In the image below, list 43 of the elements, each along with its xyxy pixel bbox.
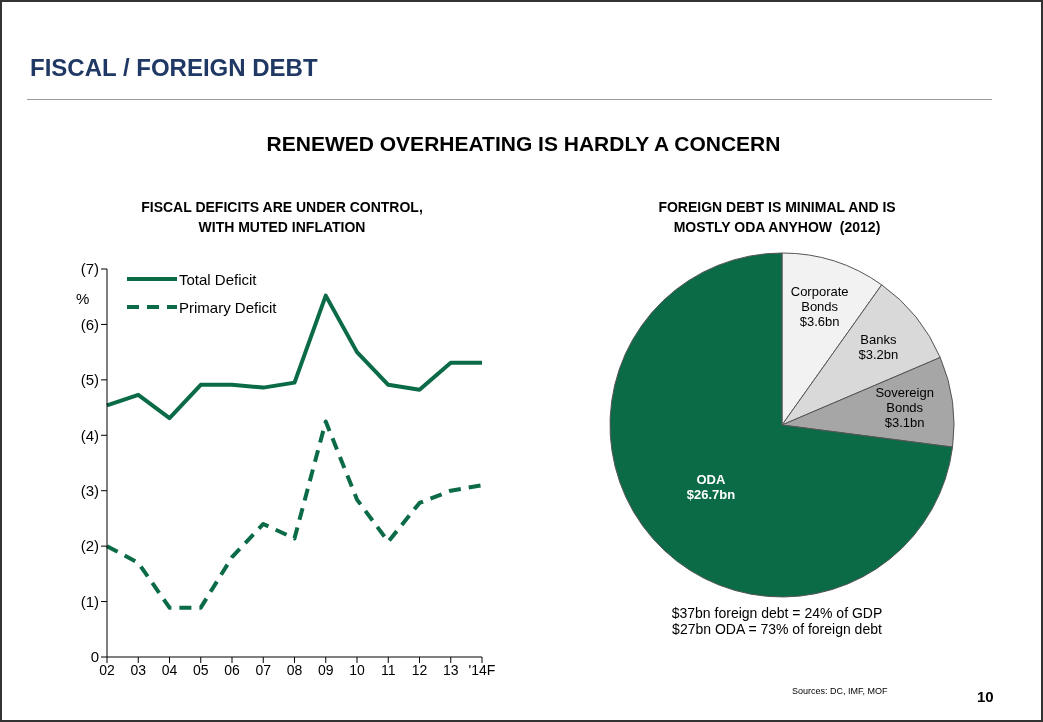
legend-label: Total Deficit (179, 270, 257, 288)
x-tick-label: 06 (224, 661, 240, 678)
text: $37bn foreign debt = 24% of GDP (670, 605, 884, 621)
line-series (105, 419, 484, 610)
x-tick-label: 09 (317, 661, 334, 678)
pie-slice (609, 252, 954, 598)
x-tick-label: 05 (192, 661, 209, 678)
y-tick-label: (7) (80, 260, 99, 278)
text: FISCAL / FOREIGN DEBT (30, 54, 318, 82)
y-tick-label: (3) (80, 482, 99, 500)
y-tick-label: (2) (80, 537, 99, 555)
x-tick-label: 02 (99, 661, 115, 678)
x-tick-label: 08 (286, 661, 303, 678)
y-tick-label: (6) (80, 315, 99, 333)
text: $27bn ODA = 73% of foreign debt (671, 621, 883, 637)
x-tick-label: 10 (349, 661, 365, 678)
x-tick-label: '14F (468, 661, 496, 678)
slice-label: Banks (860, 331, 897, 347)
x-tick-label: 13 (442, 661, 459, 678)
slice-label: ODA (696, 471, 726, 487)
legend-label: Primary Deficit (179, 298, 277, 316)
source-note: Sources: DC, IMF, MOF (792, 686, 888, 696)
text: RENEWED OVERHEATING IS HARDLY A CONCERN (265, 132, 782, 156)
data-label: $26.7bn (686, 486, 736, 502)
text: 10 (977, 688, 994, 705)
data-label: $3.2bn (858, 346, 899, 362)
slice-label: Sovereign Bonds (875, 385, 934, 416)
y-tick-label: (1) (80, 592, 99, 610)
y-tick-label: (5) (80, 371, 99, 389)
y-axis-title: % (76, 290, 90, 307)
y-tick-label: (4) (80, 426, 99, 444)
chart-title: FOREIGN DEBT IS MINIMAL AND IS MOSTLY ODA ANYHOW (2012) (657, 198, 897, 237)
data-label: $3.1bn (884, 415, 925, 431)
slice-label: Corporate Bonds (790, 284, 849, 315)
x-tick-label: 04 (161, 661, 178, 678)
y-tick-label: 0 (90, 648, 99, 666)
chart-title: FISCAL DEFICITS ARE UNDER CONTROL, WITH MUTED INFLATION (140, 198, 424, 237)
data-label: $3.6bn (799, 314, 840, 330)
line-series (105, 293, 484, 421)
x-tick-label: 12 (411, 661, 428, 678)
x-tick-label: 03 (130, 661, 147, 678)
x-tick-label: 11 (380, 661, 396, 678)
x-tick-label: 07 (255, 661, 272, 678)
